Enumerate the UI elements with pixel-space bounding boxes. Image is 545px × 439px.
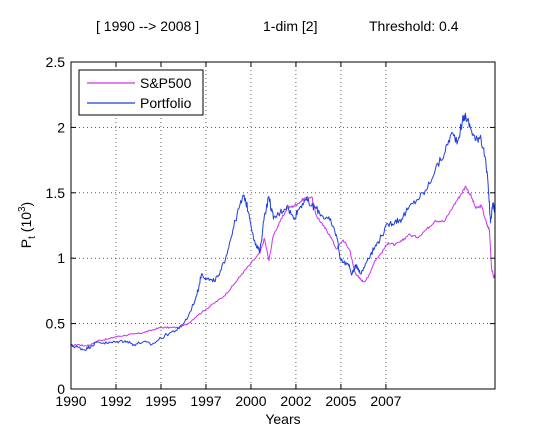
y-axis-label-unit: (10 [18, 212, 34, 236]
x-tick-label: 1992 [100, 393, 131, 409]
grid [71, 62, 495, 389]
plot-frame [70, 61, 496, 390]
range-label: [ 1990 --> 2008 ] [96, 18, 199, 34]
x-tick-label: 1997 [190, 393, 221, 409]
x-tick-labels: 1990 1992 1995 1997 2000 2002 2005 2007 [55, 393, 401, 409]
x-tick-label: 2007 [370, 393, 401, 409]
x-tick-label: 2005 [325, 393, 356, 409]
y-tick-label: 2 [57, 119, 65, 135]
y-axis-label-subscript: t [27, 236, 38, 239]
y-tick-label: 2.5 [46, 54, 66, 70]
y-tick-label: 1.5 [46, 185, 66, 201]
x-tick-label: 2000 [235, 393, 266, 409]
y-axis-label-exponent: 3 [17, 206, 28, 212]
x-tick-label: 1990 [55, 393, 86, 409]
dim-label: 1-dim [2] [263, 18, 317, 34]
y-axis-label-main: P [18, 239, 34, 248]
y-tick-labels: 0 0.5 1 1.5 2 2.5 [46, 54, 66, 397]
plot-area [71, 62, 495, 389]
y-axis-label: Pt (103) [17, 202, 38, 248]
y-tick-label: 0.5 [46, 316, 66, 332]
legend: S&P500 Portfolio [78, 69, 204, 116]
x-tick-label: 2002 [280, 393, 311, 409]
series-line-s-p500 [70, 185, 496, 347]
x-axis-label: Years [265, 411, 300, 427]
legend-box [78, 69, 204, 116]
y-axis-label-unit-close: ) [18, 202, 34, 207]
series-lines [70, 112, 496, 351]
series-line-portfolio [70, 112, 496, 351]
threshold-label: Threshold: 0.4 [369, 18, 459, 34]
legend-label-sp500: S&P500 [140, 75, 192, 91]
legend-label-portfolio: Portfolio [140, 95, 192, 111]
y-tick-label: 1 [57, 250, 65, 266]
y-tick-label: 0 [57, 381, 65, 397]
x-tick-label: 1995 [145, 393, 176, 409]
